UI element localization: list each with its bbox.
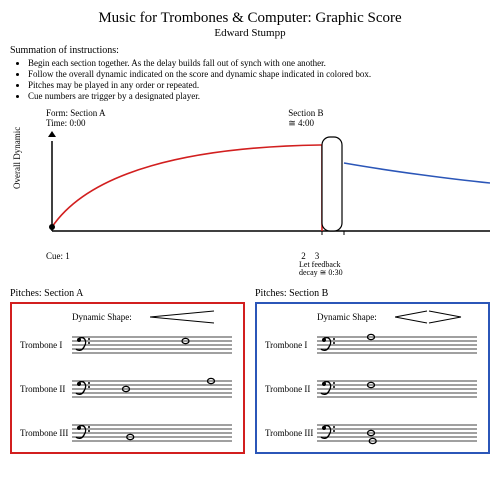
staff xyxy=(72,419,232,447)
cue-feedback-2: decay ≅ 0:30 xyxy=(299,269,490,277)
pitches-b-header: Pitches: Section B xyxy=(255,288,490,299)
trombone-label: Trombone II xyxy=(265,384,317,394)
composer-name: Edward Stumpp xyxy=(10,27,490,39)
staff xyxy=(317,375,477,403)
trombone-label: Trombone III xyxy=(265,428,317,438)
staff-row: Trombone II xyxy=(20,372,235,406)
dynamic-shape-icon xyxy=(395,310,465,324)
pitches-section-a: Pitches: Section A Dynamic Shape: Trombon… xyxy=(10,288,245,454)
trombone-label: Trombone III xyxy=(20,428,72,438)
staff xyxy=(317,331,477,359)
trombone-label: Trombone I xyxy=(20,340,72,350)
instructions-header: Summation of instructions: xyxy=(10,45,490,56)
instructions-list: Begin each section together. As the dela… xyxy=(28,58,490,101)
section-a-name: Section A xyxy=(70,108,105,118)
staff-row: Trombone I xyxy=(20,328,235,362)
trombone-label: Trombone II xyxy=(20,384,72,394)
dynamic-shape-icon xyxy=(150,310,220,324)
form-header: Form: Section A Time: 0:00 Section B ≅ 4… xyxy=(46,109,490,129)
instruction-item: Pitches may be played in any order or re… xyxy=(28,80,490,90)
dynamic-chart-area: Overall Dynamic xyxy=(10,129,490,249)
trombone-label: Trombone I xyxy=(265,340,317,350)
dynamic-chart xyxy=(30,131,490,243)
cue-label: Cue: xyxy=(46,251,63,261)
section-b-time: ≅ 4:00 xyxy=(288,118,314,128)
section-b-name: Section B xyxy=(288,108,323,118)
staff-row: Trombone III xyxy=(265,416,480,450)
cue-row: Cue: 1 2 3 xyxy=(46,251,490,261)
staff-row: Trombone II xyxy=(265,372,480,406)
staff-row: Trombone III xyxy=(20,416,235,450)
staff-row: Trombone I xyxy=(265,328,480,362)
staff xyxy=(317,419,477,447)
section-a-time: 0:00 xyxy=(69,118,85,128)
instruction-item: Cue numbers are trigger by a designated … xyxy=(28,91,490,101)
instruction-item: Begin each section together. As the dela… xyxy=(28,58,490,68)
section-b-box: Dynamic Shape: Trombone I Trombone II Tromb… xyxy=(255,302,490,454)
form-label: Form: xyxy=(46,108,68,118)
page-title: Music for Trombones & Computer: Graphic … xyxy=(10,10,490,27)
cue-1: 1 xyxy=(65,251,70,261)
pitches-section-b: Pitches: Section B Dynamic Shape: Trombon… xyxy=(255,288,490,454)
pitches-a-header: Pitches: Section A xyxy=(10,288,245,299)
instruction-item: Follow the overall dynamic indicated on … xyxy=(28,69,490,79)
dynamic-shape-label: Dynamic Shape: xyxy=(72,312,132,322)
dynamic-shape-label: Dynamic Shape: xyxy=(317,312,377,322)
staff xyxy=(72,375,232,403)
y-axis-label: Overall Dynamic xyxy=(12,127,22,189)
staff xyxy=(72,331,232,359)
time-label: Time: xyxy=(46,118,67,128)
section-a-box: Dynamic Shape: Trombone I Trombone II Tromb… xyxy=(10,302,245,454)
